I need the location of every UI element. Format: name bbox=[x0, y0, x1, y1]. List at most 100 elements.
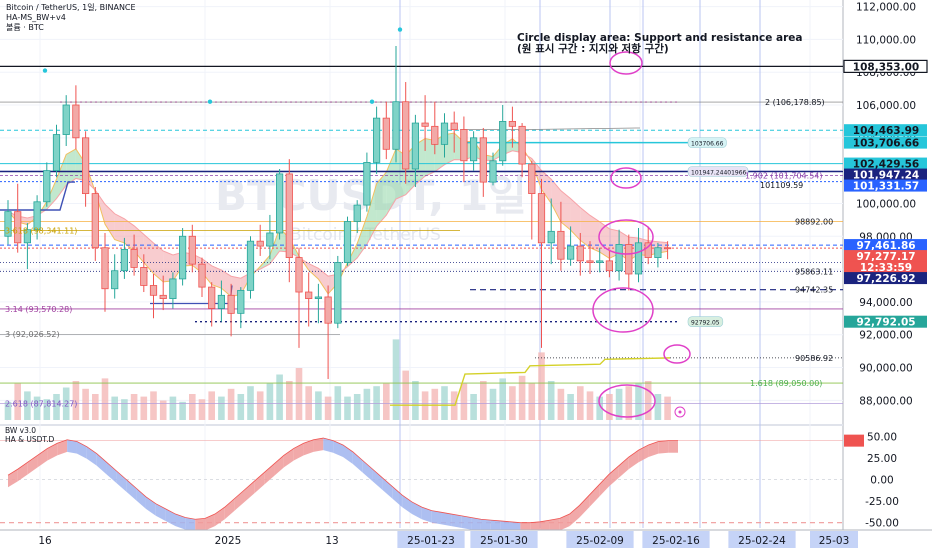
candle-body bbox=[23, 229, 32, 244]
inline-label-bg bbox=[687, 166, 749, 177]
candle-body bbox=[111, 270, 119, 290]
annotation-note: Circle display area: Support and resista… bbox=[517, 33, 802, 55]
osc-ribbon bbox=[274, 455, 284, 477]
candle-body bbox=[130, 248, 138, 268]
price-box: 92,792.05 bbox=[844, 315, 927, 329]
osc-ribbon bbox=[37, 448, 48, 468]
volume-line: 볼륨 · BTC bbox=[6, 23, 44, 32]
candle-body bbox=[91, 193, 99, 249]
candle bbox=[450, 111, 458, 153]
osc-ribbon bbox=[362, 460, 373, 482]
candle bbox=[256, 224, 264, 256]
volume-bar bbox=[276, 374, 283, 420]
volume-bar bbox=[460, 383, 468, 420]
osc-ribbon bbox=[343, 444, 353, 464]
osc-ribbon bbox=[106, 462, 117, 483]
candle bbox=[382, 101, 390, 160]
candle-body bbox=[43, 170, 51, 203]
volume-bar bbox=[315, 391, 322, 420]
osc-ribbon bbox=[569, 505, 580, 527]
candle bbox=[634, 228, 643, 283]
candle bbox=[217, 280, 225, 322]
candle bbox=[285, 159, 293, 283]
candle bbox=[508, 106, 517, 148]
price-box-bg bbox=[844, 157, 927, 170]
osc-ribbon bbox=[264, 463, 275, 485]
price-box-label: 101,331.57 bbox=[853, 181, 919, 193]
osc-ribbon bbox=[402, 495, 412, 515]
volume-bar bbox=[4, 401, 12, 420]
candle bbox=[499, 105, 507, 166]
osc-ribbon bbox=[549, 518, 560, 533]
annotation-line-2: (원 표시 구간 : 지지와 저항 구간) bbox=[517, 43, 669, 55]
volume-bar bbox=[33, 396, 41, 420]
candle bbox=[149, 273, 158, 319]
candle-body bbox=[33, 201, 41, 231]
price-tick-label: 110,000.00 bbox=[856, 34, 916, 46]
price-box-bg bbox=[844, 136, 927, 149]
candle-body bbox=[237, 289, 245, 314]
osc-ribbon bbox=[382, 477, 393, 499]
cloud-segment bbox=[124, 218, 135, 252]
time-highlight bbox=[397, 531, 465, 548]
candle bbox=[91, 187, 99, 261]
candle bbox=[615, 229, 623, 281]
candle-body bbox=[431, 125, 439, 145]
oscillator-pane: 50.00 25.00 0.00 -25.00 -50.00 bbox=[0, 431, 899, 535]
cloud-segment bbox=[114, 213, 125, 243]
volume-bar bbox=[227, 388, 235, 420]
candle-body bbox=[499, 121, 507, 162]
cloud-segment bbox=[376, 172, 387, 227]
price-box: 97,461.86 bbox=[844, 239, 927, 252]
inline-label: 98892.00 bbox=[795, 218, 833, 227]
candle-body bbox=[120, 248, 128, 272]
candle bbox=[246, 236, 255, 299]
trend-step-line bbox=[0, 181, 75, 211]
volume-bar bbox=[266, 383, 274, 420]
candle-body bbox=[576, 245, 584, 262]
volume-bar bbox=[412, 381, 419, 420]
candle-body bbox=[460, 129, 468, 162]
price-box: 101,331.57 bbox=[844, 179, 927, 193]
osc-ribbon bbox=[461, 515, 472, 530]
price-tick-label: 92,000.00 bbox=[859, 330, 912, 342]
lower-indicator-name: BW v3.0 bbox=[5, 426, 37, 435]
price-box-label: 103,706.66 bbox=[853, 138, 919, 150]
candle bbox=[469, 131, 478, 171]
osc-ribbon bbox=[185, 517, 196, 532]
price-box-label: 97,461.86 bbox=[856, 240, 915, 252]
price-box: 101,947.24 bbox=[844, 168, 927, 182]
volume-bar bbox=[480, 381, 487, 420]
price-box-bg bbox=[844, 315, 927, 328]
candle bbox=[353, 200, 361, 233]
price-box-label: 102,429.56 bbox=[853, 159, 919, 171]
osc-ribbon bbox=[224, 498, 235, 520]
osc-ribbon bbox=[559, 514, 570, 531]
volume-bar bbox=[295, 368, 303, 420]
cloud-segment bbox=[570, 198, 581, 241]
osc-tick-label: -25.00 bbox=[865, 496, 899, 508]
time-tick-label: 13 bbox=[325, 535, 338, 547]
candle-body bbox=[314, 296, 323, 299]
volume-bar bbox=[402, 370, 409, 420]
inline-label-bg bbox=[687, 316, 724, 327]
volume-bar bbox=[140, 396, 148, 420]
volume-bar bbox=[198, 399, 206, 420]
candle-body bbox=[479, 137, 487, 183]
price-box-bg bbox=[844, 179, 927, 192]
cloud-segment bbox=[560, 190, 571, 231]
candle bbox=[324, 285, 332, 379]
volume-bar bbox=[499, 378, 506, 420]
candle bbox=[537, 178, 546, 348]
price-tick-label: 94,000.00 bbox=[859, 297, 912, 309]
price-box: 102,429.56 bbox=[844, 157, 927, 171]
candle bbox=[23, 223, 32, 270]
candle-body bbox=[411, 122, 420, 170]
volume-bar bbox=[470, 394, 477, 420]
support-resistance-circle bbox=[598, 219, 654, 255]
osc-ribbon bbox=[116, 470, 127, 492]
inline-label: 3.618 (98,341.11) bbox=[5, 227, 77, 236]
candle bbox=[596, 247, 604, 273]
